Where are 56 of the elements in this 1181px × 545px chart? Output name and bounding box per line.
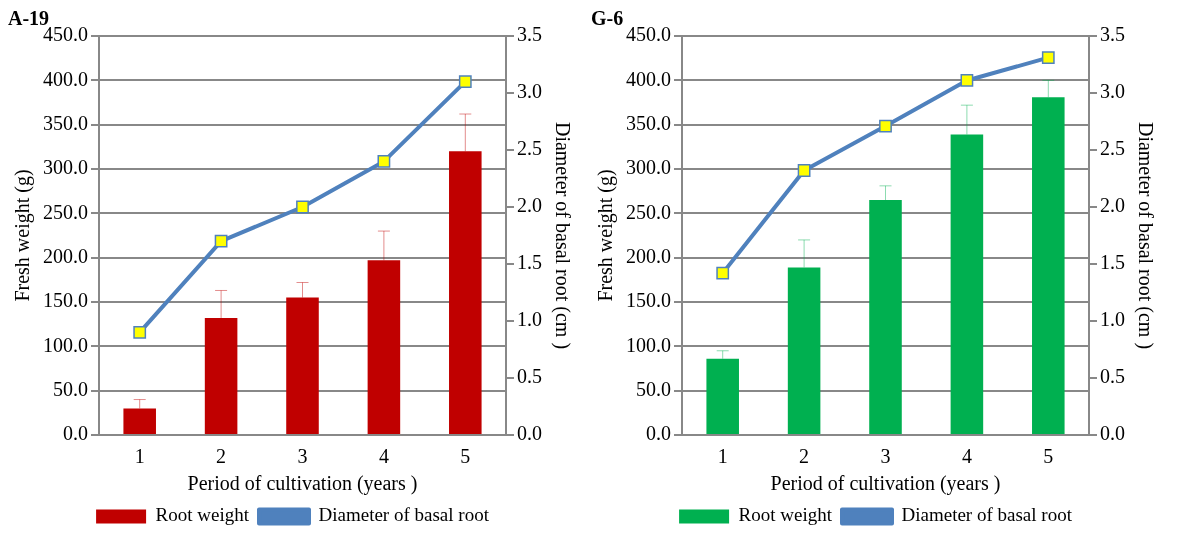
x-tick-label: 3 [880,445,891,468]
y-tick-label: 350.0 [43,111,88,134]
y-tick-label: 150.0 [626,289,671,312]
y2-tick-label: 1.0 [1100,308,1125,331]
x-tick-label: 4 [378,445,389,468]
y2-tick-label: 3.0 [1100,80,1125,103]
y-tick-label: 350.0 [626,111,671,134]
x-tick-label: 5 [460,445,471,468]
y-tick-label: 250.0 [626,200,671,223]
y2-tick-label: 1.5 [517,251,542,274]
x-tick-label: 3 [297,445,308,468]
y-tick-label: 100.0 [626,333,671,356]
legend-label: Root weight [738,504,833,526]
x-tick-label: 1 [717,445,728,468]
y2-tick-label: 1.5 [1100,251,1125,274]
y-tick-label: 100.0 [43,333,88,356]
y-axis-title: Fresh weight (g) [594,169,618,302]
y2-tick-label: 2.5 [1100,137,1125,160]
y-tick-label: 0.0 [63,422,88,445]
y-tick-label: 50.0 [636,377,671,400]
y-tick-label: 300.0 [626,156,671,179]
y2-tick-label: 2.0 [517,194,542,217]
y-tick-label: 300.0 [43,156,88,179]
x-tick-label: 2 [216,445,227,468]
x-axis-title: Period of cultivation (years ) [770,472,1001,496]
legend-label: Root weight [155,504,250,526]
y-tick-label: 200.0 [43,244,88,267]
y-axis-title: Fresh weight (g) [11,169,35,302]
y-tick-label: 250.0 [43,200,88,223]
x-tick-label: 2 [799,445,810,468]
y-tick-label: 400.0 [43,67,88,90]
y2-tick-label: 1.0 [517,308,542,331]
y-tick-label: 200.0 [626,244,671,267]
chart-title: G-6 [591,7,624,30]
x-axis-title: Period of cultivation (years ) [187,472,418,496]
legend-label: Diameter of basal root [901,504,1073,526]
y-tick-label: 50.0 [53,377,88,400]
legend-label: Diameter of basal root [318,504,490,526]
y2-tick-label: 0.5 [517,365,542,388]
y-tick-label: 0.0 [646,422,671,445]
x-tick-label: 4 [961,445,972,468]
y2-tick-label: 0.5 [1100,365,1125,388]
y2-axis-title: Diameter of basal root (cm ) [1133,121,1157,350]
y2-tick-label: 2.0 [1100,194,1125,217]
y2-tick-label: 3.5 [1100,23,1125,46]
y2-tick-label: 2.5 [517,137,542,160]
y2-tick-label: 3.5 [517,23,542,46]
y2-tick-label: 0.0 [517,422,542,445]
y2-axis-title: Diameter of basal root (cm ) [550,121,574,350]
y2-tick-label: 3.0 [517,80,542,103]
y-tick-label: 150.0 [43,289,88,312]
x-tick-label: 5 [1043,445,1054,468]
y2-tick-label: 0.0 [1100,422,1125,445]
x-tick-label: 1 [134,445,145,468]
y-tick-label: 450.0 [626,23,671,46]
y-tick-label: 400.0 [626,67,671,90]
